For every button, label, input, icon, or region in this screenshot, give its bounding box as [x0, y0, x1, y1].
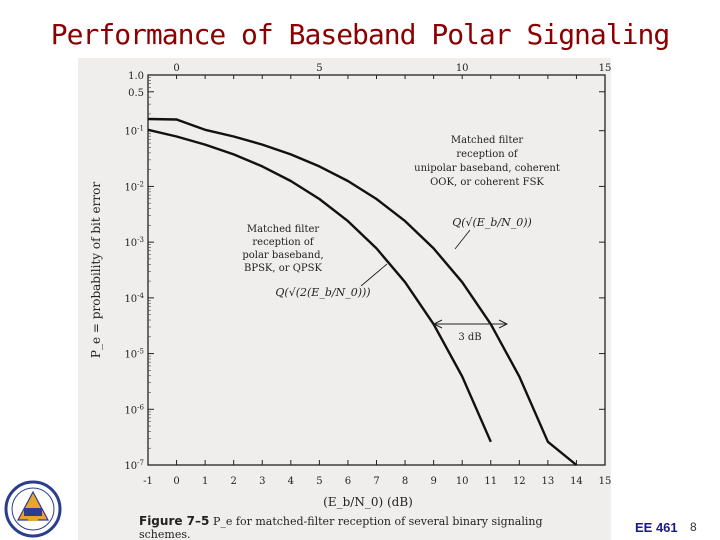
x-tick-label: 6	[345, 476, 351, 487]
top-tick-label: 5	[316, 63, 322, 74]
x-tick-label: 14	[570, 476, 583, 487]
curve-unipolar	[147, 117, 578, 466]
unipolar-note-line-4: OOK, or coherent FSK	[430, 177, 544, 188]
y-tick-label: 10-7	[124, 459, 144, 472]
y-tick-label: 10-6	[124, 403, 144, 416]
y-tick-label: 10-1	[124, 125, 144, 138]
y-tick-label: 10-4	[124, 292, 144, 305]
page-number: 8	[690, 520, 697, 534]
x-tick-label: 3	[259, 476, 265, 487]
y-tick-label: 10-3	[124, 236, 144, 249]
polar-note-line-4: BPSK, or QPSK	[244, 263, 323, 274]
x-tick-label: 1	[202, 476, 208, 487]
x-tick-label: 12	[513, 476, 526, 487]
unipolar-formula: Q(√(E_b/N_0))	[452, 216, 532, 229]
top-tick-label: 0	[173, 63, 179, 74]
x-tick-label: 4	[288, 476, 294, 487]
gap-arrow	[432, 319, 509, 329]
y-tick-label: 0.5	[128, 88, 144, 99]
gap-arrow-head-left	[432, 319, 443, 329]
x-tick-label: 13	[542, 476, 555, 487]
polar-formula: Q(√(2(E_b/N_0)))	[275, 286, 370, 299]
gap-label: 3 dB	[458, 332, 481, 343]
x-tick-label: 9	[430, 476, 436, 487]
y-axis-label: P_e = probability of bit error	[89, 182, 103, 358]
polar-annotation: Matched filter reception of polar baseba…	[242, 224, 370, 299]
x-tick-label: 0	[173, 476, 179, 487]
x-tick-label: 2	[231, 476, 237, 487]
unipolar-note-line-2: reception of	[456, 149, 518, 160]
top-tick-label: 10	[456, 63, 469, 74]
x-tick-label: 11	[484, 476, 497, 487]
polar-note-line-3: polar baseband,	[242, 250, 323, 261]
course-code: EE 461	[635, 520, 678, 535]
unipolar-note-line-3: unipolar baseband, coherent	[414, 163, 560, 174]
unipolar-leader-line	[454, 229, 471, 250]
figure-caption-text-2: schemes.	[139, 528, 190, 540]
polar-leader-line	[360, 263, 388, 287]
unipolar-note-line-1: Matched filter	[451, 135, 524, 146]
polar-note-line-2: reception of	[252, 237, 314, 248]
x-axis-label: (E_b/N_0) (dB)	[323, 495, 413, 509]
top-tick-label: 15	[599, 63, 612, 74]
x-tick-label: 15	[599, 476, 612, 487]
y-tick-label: 1.0	[128, 71, 144, 82]
figure-caption-label: Figure 7–5	[139, 514, 209, 528]
slide-title: Performance of Baseband Polar Signaling	[50, 18, 670, 51]
unipolar-annotation: Matched filter reception of unipolar bas…	[414, 135, 560, 229]
figure-scan	[78, 58, 611, 540]
x-tick-label: 7	[373, 476, 379, 487]
x-tick-label: 10	[456, 476, 469, 487]
y-tick-label: 10-2	[124, 180, 144, 193]
university-seal-logo	[4, 480, 62, 538]
gap-arrow-head-right	[498, 319, 509, 329]
y-tick-label: 10-5	[124, 348, 144, 361]
figure-caption-text: P_e for matched-filter reception of seve…	[213, 515, 543, 528]
x-tick-label: 5	[316, 476, 322, 487]
x-tick-label: 8	[402, 476, 408, 487]
polar-note-line-1: Matched filter	[247, 224, 320, 235]
x-tick-label: -1	[143, 476, 153, 487]
